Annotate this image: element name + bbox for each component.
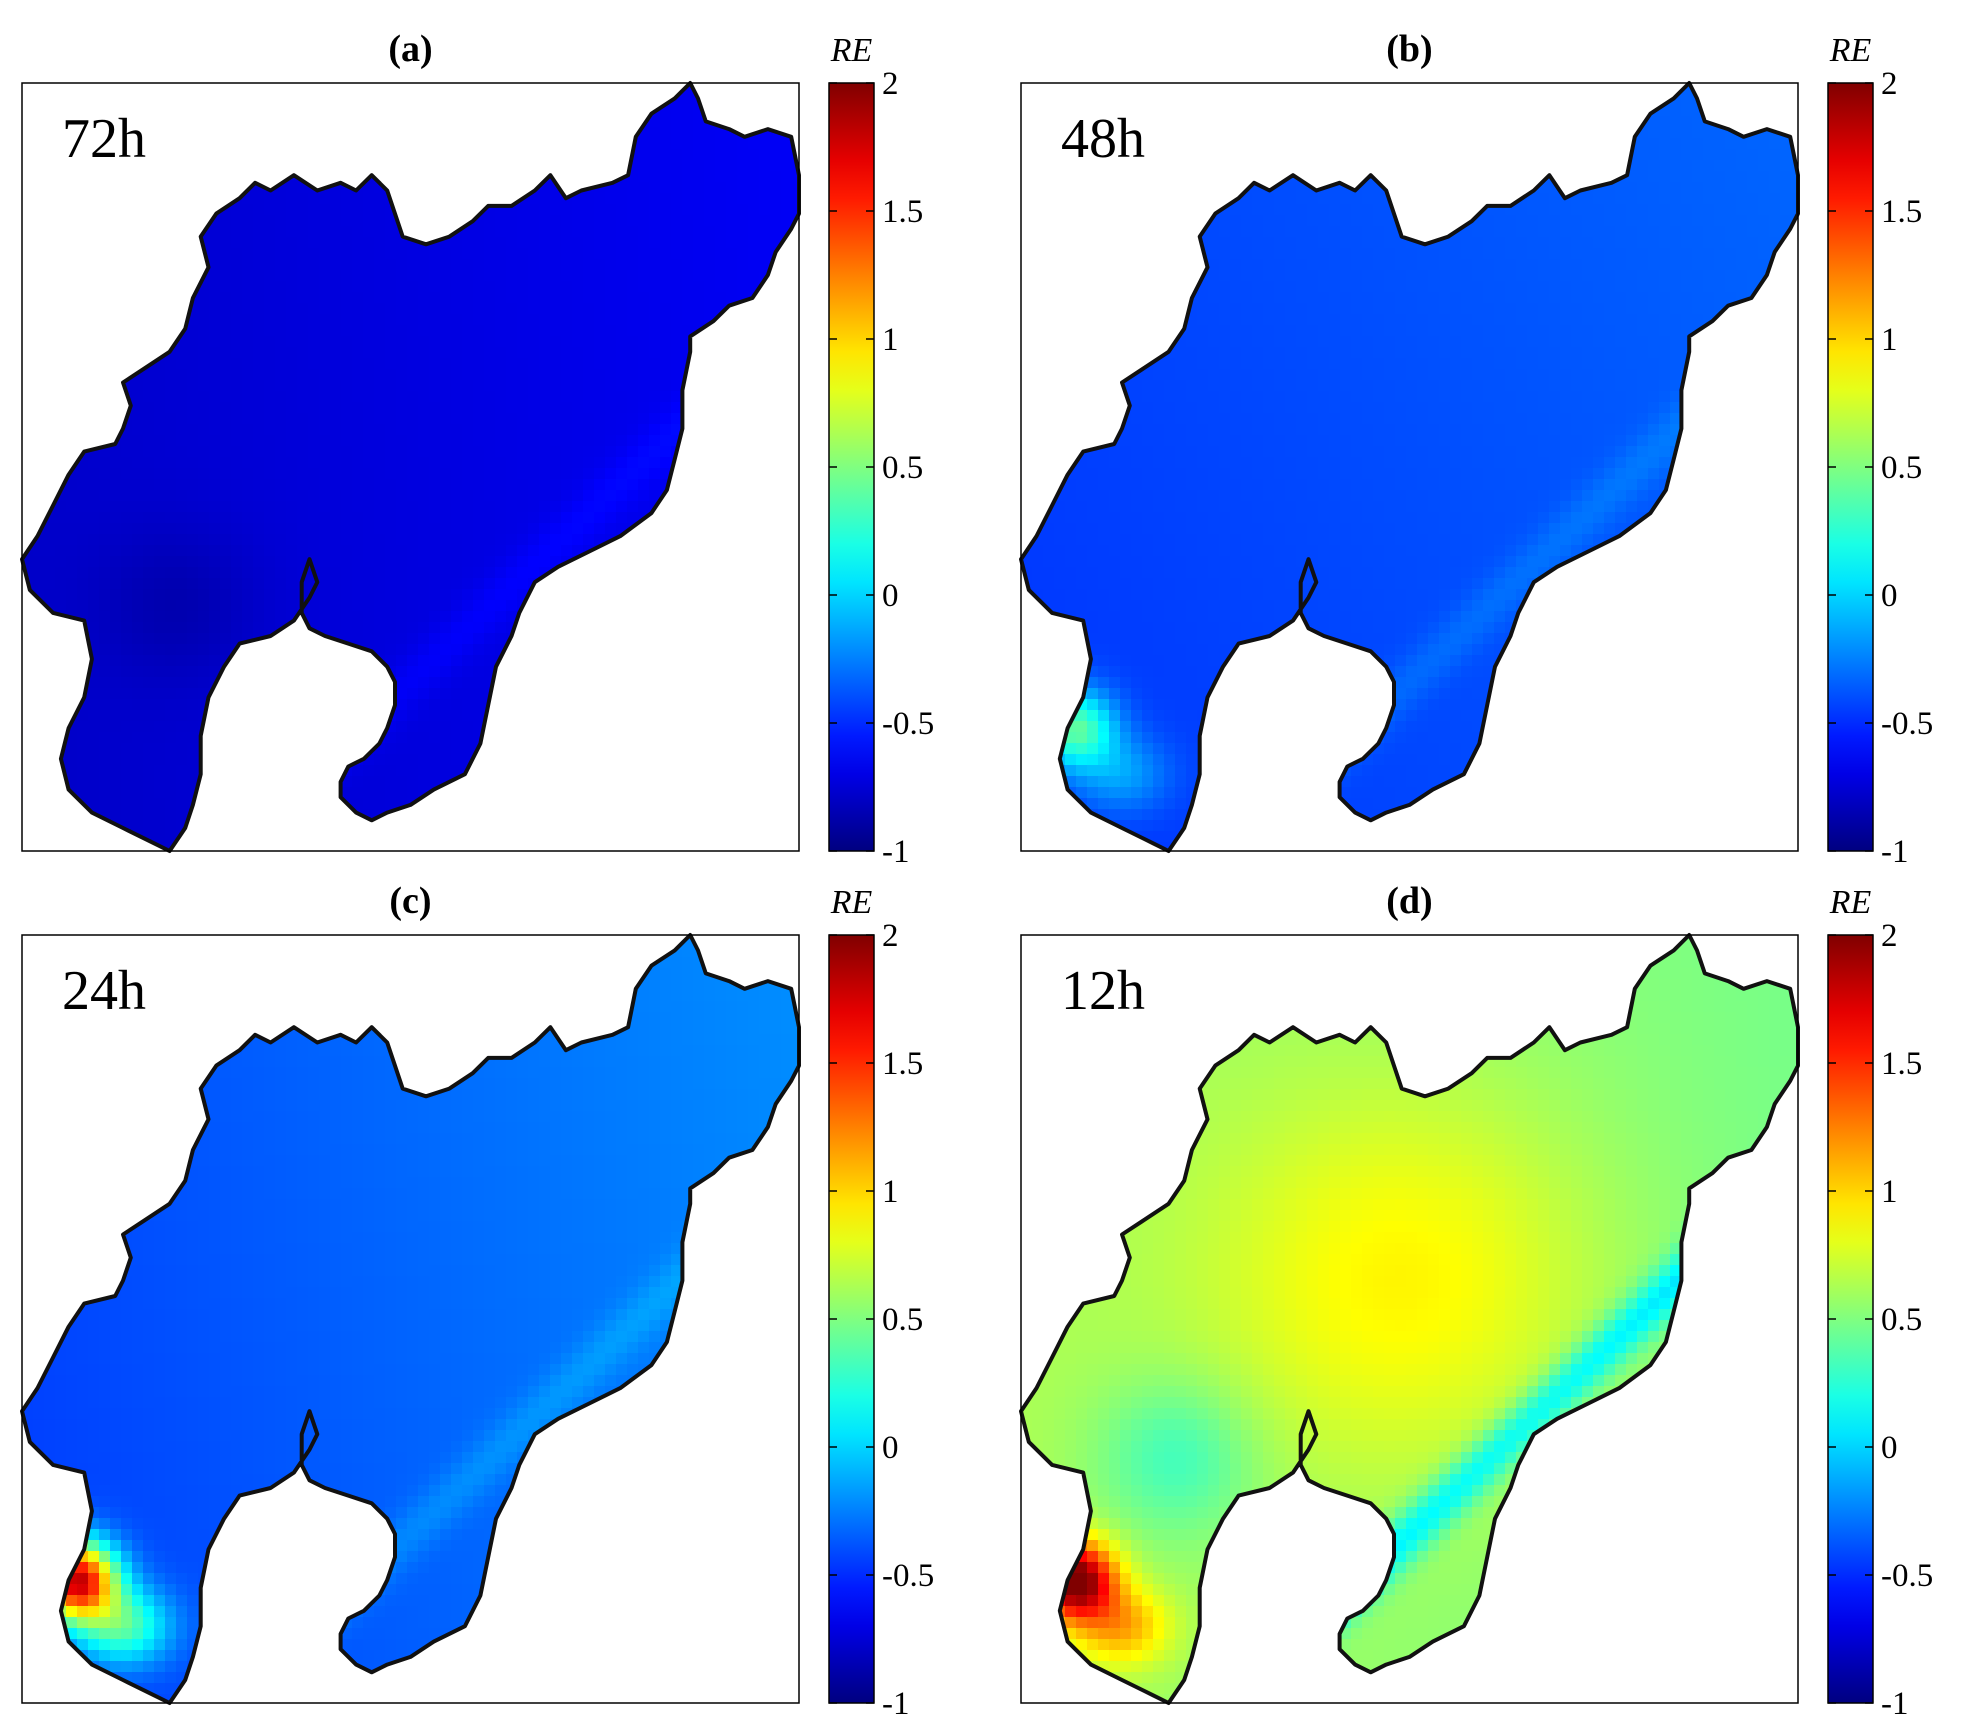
map-panel: (c) 24h RE -1 -0.5 0 0.5 1 1.5 2 (20, 880, 934, 1722)
panel-label: (b) (1386, 28, 1432, 70)
colorbar-tick-label: 1 (882, 322, 899, 358)
map-panel: (a) 72h RE -1 -0.5 0 0.5 1 1.5 2 (20, 28, 934, 870)
region-fill (1021, 935, 1798, 1703)
region-outline (1019, 81, 1800, 853)
colorbar-tick-label: -0.5 (882, 706, 934, 742)
region-outline (20, 933, 801, 1705)
colorbar-tick-label: 0.5 (882, 1302, 923, 1338)
colorbar: RE -1 -0.5 0 0.5 1 1.5 2 (1827, 32, 1933, 870)
colorbar-tick-label: -1 (882, 1686, 910, 1722)
colorbar: RE -1 -0.5 0 0.5 1 1.5 2 (828, 884, 934, 1722)
colorbar-tick-label: -0.5 (882, 1558, 934, 1594)
colorbar: RE -1 -0.5 0 0.5 1 1.5 2 (828, 32, 934, 870)
colorbar-tick-label: 1.5 (1881, 194, 1922, 230)
colorbar-tick-label: -0.5 (1881, 706, 1933, 742)
time-label: 12h (1061, 960, 1145, 1022)
map-panel: (d) 12h RE -1 -0.5 0 0.5 1 1.5 2 (1019, 880, 1933, 1722)
colorbar-tick-label: 1.5 (882, 194, 923, 230)
panel-frame (21, 82, 800, 852)
panel-label: (a) (388, 28, 432, 70)
panel-frame (1020, 82, 1799, 852)
panel-frame (21, 934, 800, 1704)
colorbar-tick-label: 1 (1881, 322, 1898, 358)
colorbar-tick-label: 1 (882, 1174, 899, 1210)
colorbar-title: RE (1829, 32, 1872, 69)
colorbar-title: RE (830, 884, 873, 921)
region-fill (1021, 83, 1798, 851)
colorbar-tick-label: 0 (882, 1430, 899, 1466)
colorbar-tick-label: 0 (1881, 1430, 1898, 1466)
panel-label: (c) (389, 880, 431, 922)
colorbar-tick-label: 2 (1881, 66, 1898, 102)
colorbar-tick-label: -0.5 (1881, 1558, 1933, 1594)
colorbar: RE -1 -0.5 0 0.5 1 1.5 2 (1827, 884, 1933, 1722)
colorbar-tick-label: -1 (1881, 834, 1909, 870)
time-label: 72h (62, 108, 146, 170)
colorbar-tick-label: 0.5 (882, 450, 923, 486)
colorbar-tick-label: 0 (1881, 578, 1898, 614)
colorbar-tick-label: 2 (1881, 918, 1898, 954)
region-outline (20, 81, 801, 853)
colorbar-tick-label: 2 (882, 66, 899, 102)
colorbar-title: RE (1829, 884, 1872, 921)
colorbar-title: RE (830, 32, 873, 69)
time-label: 24h (62, 960, 146, 1022)
colorbar-tick-label: 2 (882, 918, 899, 954)
colorbar-tick-label: 1 (1881, 1174, 1898, 1210)
colorbar-tick-label: 0.5 (1881, 450, 1922, 486)
colorbar-tick-label: 0 (882, 578, 899, 614)
colorbar-tick-label: -1 (1881, 1686, 1909, 1722)
map-panel: (b) 48h RE -1 -0.5 0 0.5 1 1.5 2 (1019, 28, 1933, 870)
panel-frame (1020, 934, 1799, 1704)
time-label: 48h (1061, 108, 1145, 170)
region-fill (22, 935, 799, 1703)
colorbar-tick-label: 0.5 (1881, 1302, 1922, 1338)
colorbar-tick-label: -1 (882, 834, 910, 870)
region-outline (1019, 933, 1800, 1705)
colorbar-tick-label: 1.5 (1881, 1046, 1922, 1082)
region-fill (22, 83, 799, 851)
panel-label: (d) (1386, 880, 1432, 922)
colorbar-tick-label: 1.5 (882, 1046, 923, 1082)
